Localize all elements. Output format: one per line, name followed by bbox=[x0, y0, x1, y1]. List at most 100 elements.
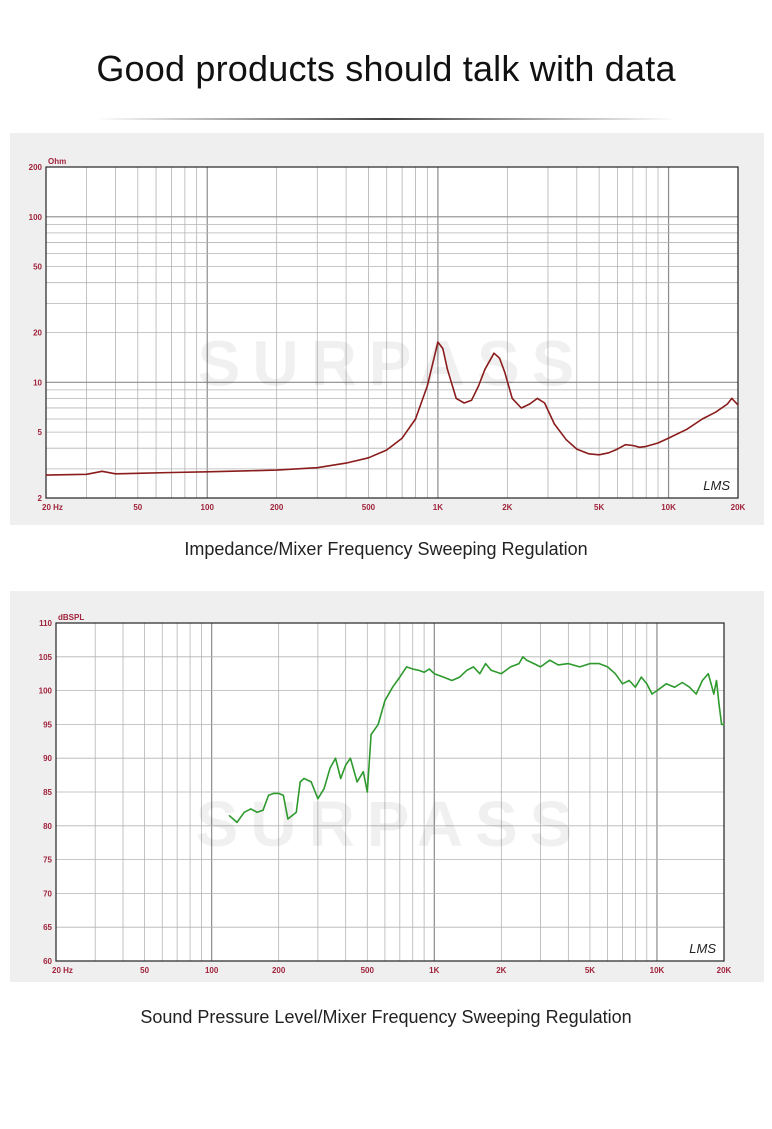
data-point bbox=[466, 669, 468, 671]
data-point bbox=[606, 666, 609, 668]
y-tick-label: 95 bbox=[43, 720, 52, 729]
data-point bbox=[384, 700, 386, 702]
watermark-text: SURPASS bbox=[196, 788, 585, 860]
data-point bbox=[628, 679, 630, 682]
data-point bbox=[442, 676, 445, 678]
data-point bbox=[386, 449, 388, 451]
x-tick-label: 2K bbox=[502, 503, 512, 512]
data-point bbox=[715, 411, 717, 413]
data-point bbox=[543, 402, 546, 404]
series-line-spl bbox=[228, 656, 724, 824]
data-point bbox=[250, 808, 252, 810]
data-point bbox=[463, 402, 465, 404]
data-point bbox=[137, 472, 139, 474]
y-tick-label: 10 bbox=[33, 378, 42, 387]
data-point bbox=[278, 792, 280, 794]
data-point bbox=[701, 679, 704, 682]
x-tick-label: 10K bbox=[661, 503, 676, 512]
data-point bbox=[520, 407, 522, 409]
data-point bbox=[656, 690, 658, 692]
data-point bbox=[624, 444, 627, 446]
x-tick-label: 500 bbox=[362, 503, 376, 512]
data-point bbox=[471, 399, 473, 401]
data-point bbox=[329, 767, 331, 769]
data-point bbox=[509, 666, 512, 668]
y-tick-label: 105 bbox=[39, 653, 53, 662]
x-tick-label: 50 bbox=[140, 966, 149, 975]
data-point bbox=[399, 676, 401, 678]
y-tick-label: 90 bbox=[43, 754, 52, 763]
data-point bbox=[657, 442, 659, 444]
data-point bbox=[688, 686, 691, 688]
data-point bbox=[598, 454, 600, 456]
data-point bbox=[518, 662, 520, 665]
data-point bbox=[726, 403, 729, 405]
data-point bbox=[287, 818, 289, 820]
x-tick-label: 20 Hz bbox=[52, 966, 73, 975]
data-point bbox=[720, 723, 723, 725]
data-point bbox=[442, 347, 444, 350]
y-tick-label: 100 bbox=[29, 213, 43, 222]
data-point bbox=[529, 403, 531, 405]
x-tick-label: 100 bbox=[201, 503, 215, 512]
y-tick-label: 80 bbox=[43, 822, 52, 831]
data-point bbox=[646, 683, 648, 685]
data-point bbox=[459, 676, 461, 678]
data-point bbox=[317, 798, 319, 800]
data-point bbox=[608, 452, 610, 454]
y-tick-label: 70 bbox=[43, 889, 52, 898]
data-point bbox=[228, 815, 230, 817]
data-point bbox=[334, 757, 337, 759]
data-point bbox=[533, 662, 535, 665]
data-point bbox=[114, 473, 117, 475]
x-tick-label: 50 bbox=[133, 503, 142, 512]
x-tick-label: 100 bbox=[205, 966, 219, 975]
x-tick-label: 10K bbox=[650, 966, 665, 975]
data-point bbox=[451, 679, 453, 682]
y-tick-label: 2 bbox=[38, 494, 43, 503]
data-point bbox=[310, 781, 312, 783]
data-point bbox=[737, 404, 739, 406]
data-point bbox=[634, 686, 636, 688]
data-point bbox=[267, 794, 270, 796]
data-point bbox=[479, 673, 481, 675]
data-point bbox=[715, 679, 718, 682]
data-point bbox=[345, 462, 347, 464]
data-point bbox=[565, 439, 567, 441]
data-point bbox=[484, 368, 486, 370]
spl-chart-panel: SURPASS 20 Hz 50 100 200 500 1K 2K 5K 10K 20K 60 65 7… bbox=[10, 591, 764, 982]
data-point bbox=[370, 733, 372, 736]
data-point bbox=[498, 357, 501, 359]
data-point bbox=[340, 777, 342, 780]
data-point bbox=[511, 397, 513, 399]
data-point bbox=[362, 771, 364, 773]
data-point bbox=[553, 423, 556, 425]
data-point bbox=[316, 467, 318, 469]
x-tick-label: 5K bbox=[594, 503, 604, 512]
data-point bbox=[504, 371, 506, 373]
data-point bbox=[701, 418, 703, 420]
data-point bbox=[723, 723, 725, 725]
data-point bbox=[405, 666, 408, 668]
data-point bbox=[236, 821, 238, 824]
headline-divider bbox=[96, 118, 676, 120]
data-point bbox=[639, 446, 641, 448]
data-point bbox=[349, 757, 352, 759]
page-headline: Good products should talk with data bbox=[96, 48, 676, 89]
data-point bbox=[417, 669, 420, 671]
data-point bbox=[667, 437, 670, 439]
y-tick-label: 65 bbox=[43, 923, 52, 932]
data-point bbox=[576, 448, 578, 450]
data-point bbox=[549, 659, 551, 661]
data-point bbox=[651, 693, 653, 695]
impedance-chart: SURPASS 20 Hz 50 100 200 500 1K 2K 5K 10K 20K 2 5 10 2… bbox=[29, 157, 746, 512]
data-point bbox=[472, 666, 475, 668]
y-tick-label: 20 bbox=[33, 329, 42, 338]
data-point bbox=[713, 693, 715, 695]
data-point bbox=[477, 385, 480, 387]
data-point bbox=[485, 662, 487, 665]
data-point bbox=[500, 673, 502, 675]
spl-chart-caption: Sound Pressure Level/Mixer Frequency Swe… bbox=[140, 1007, 632, 1027]
data-point bbox=[645, 445, 647, 448]
data-point bbox=[412, 668, 414, 670]
